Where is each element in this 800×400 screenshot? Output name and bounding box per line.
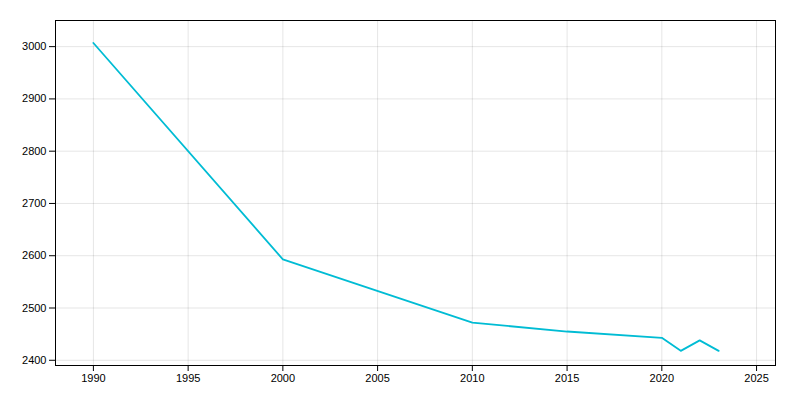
svg-text:1995: 1995 bbox=[176, 372, 200, 384]
svg-text:2020: 2020 bbox=[650, 372, 674, 384]
svg-text:2000: 2000 bbox=[271, 372, 295, 384]
svg-text:2010: 2010 bbox=[460, 372, 484, 384]
svg-text:1990: 1990 bbox=[81, 372, 105, 384]
svg-text:2600: 2600 bbox=[22, 249, 46, 261]
svg-text:2005: 2005 bbox=[365, 372, 389, 384]
svg-text:2800: 2800 bbox=[22, 145, 46, 157]
svg-text:3000: 3000 bbox=[22, 40, 46, 52]
svg-text:2900: 2900 bbox=[22, 92, 46, 104]
svg-text:2400: 2400 bbox=[22, 354, 46, 366]
svg-text:2015: 2015 bbox=[555, 372, 579, 384]
svg-text:2700: 2700 bbox=[22, 197, 46, 209]
svg-text:2025: 2025 bbox=[744, 372, 768, 384]
svg-text:2500: 2500 bbox=[22, 302, 46, 314]
